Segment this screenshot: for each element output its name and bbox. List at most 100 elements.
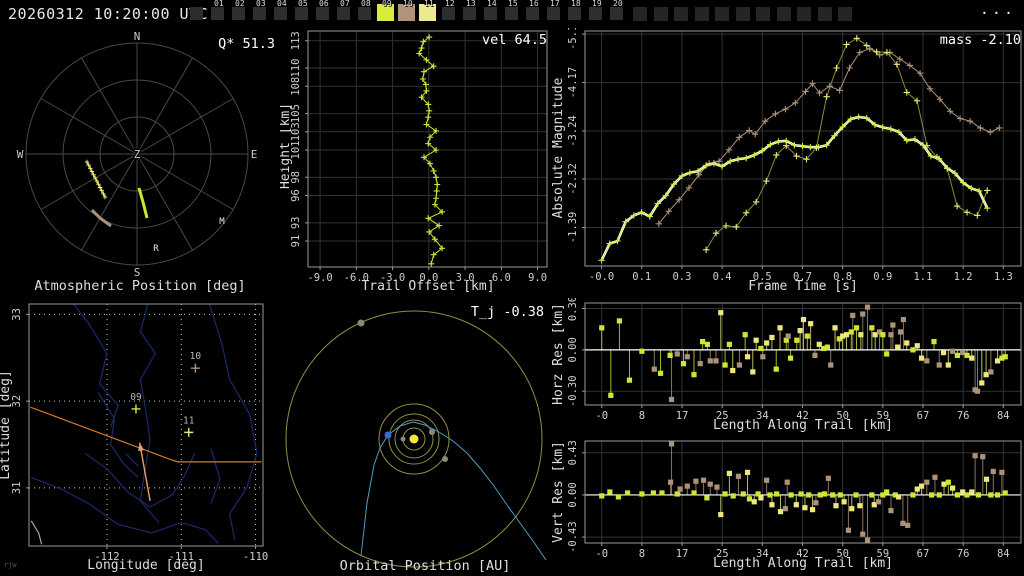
ground-map-panel: 091011-112-111-110313233Longitude [deg]L…	[0, 298, 280, 576]
svg-text:-0: -0	[595, 548, 608, 560]
frame-indicator-12[interactable]	[442, 7, 455, 20]
svg-text:113: 113	[290, 31, 302, 50]
svg-text:-0.30: -0.30	[567, 375, 579, 407]
svg-text:10: 10	[190, 351, 202, 362]
svg-text:Vert Res [km]: Vert Res [km]	[551, 441, 566, 543]
frame-indicator-label: 09	[382, 0, 392, 8]
svg-text:9.0: 9.0	[528, 272, 547, 284]
height-profile-panel: -9.0-6.0-3.00.03.06.09.09193969810110310…	[280, 28, 570, 298]
frame-indicator-07[interactable]	[337, 7, 350, 20]
svg-text:33: 33	[11, 308, 23, 321]
frame-indicator-19[interactable]	[589, 7, 602, 20]
svg-text:96: 96	[290, 189, 302, 202]
svg-text:Length Along Trail [km]: Length Along Trail [km]	[713, 418, 893, 433]
frame-indicator-label: 12	[445, 0, 455, 8]
frame-indicator-blank[interactable]	[674, 7, 688, 21]
orbital-position-title: Orbital Position [AU]	[340, 558, 511, 574]
frame-indicator-06[interactable]	[316, 7, 329, 20]
frame-indicator-18[interactable]	[568, 7, 581, 20]
frame-indicator-label: 15	[508, 0, 518, 8]
svg-text:108: 108	[290, 77, 302, 96]
frame-indicator-blank[interactable]	[756, 7, 770, 21]
frame-indicator-blank[interactable]	[715, 7, 729, 21]
body-venus	[429, 429, 435, 435]
svg-text:93: 93	[290, 217, 302, 230]
frame-indicator-03[interactable]	[253, 7, 266, 20]
body-sun	[410, 435, 419, 444]
atmospheric-position-panel: NESWZMRQ* 51.3Atmospheric Position [deg]	[0, 28, 280, 298]
frame-indicator-blank[interactable]	[695, 7, 709, 21]
atmospheric-position-title: Atmospheric Position [deg]	[34, 278, 245, 294]
frame-indicator-blank[interactable]	[190, 7, 203, 20]
frame-indicator-label: 16	[529, 0, 539, 8]
frame-indicator-08[interactable]	[358, 7, 371, 20]
svg-text:0.30: 0.30	[567, 298, 579, 321]
height-profile-annotation: vel 64.5	[482, 32, 547, 48]
body-mars	[442, 456, 448, 462]
svg-text:0.9: 0.9	[873, 271, 892, 283]
frame-indicator-blank[interactable]	[633, 7, 647, 21]
svg-text:-1.39: -1.39	[567, 212, 579, 244]
frame-indicator-blank[interactable]	[736, 7, 750, 21]
svg-text:110: 110	[290, 59, 302, 78]
svg-text:M: M	[219, 217, 225, 227]
frame-indicator-02[interactable]	[232, 7, 245, 20]
frame-indicator-label: 02	[235, 0, 245, 8]
absolute-magnitude-panel: -0.00.10.30.40.50.70.80.91.11.21.3-5.10-…	[550, 28, 1024, 298]
frame-indicator-16[interactable]	[526, 7, 539, 20]
watermark: rjw	[4, 561, 17, 569]
frame-indicator-01[interactable]	[211, 7, 224, 20]
svg-text:R: R	[153, 244, 159, 254]
svg-text:6.0: 6.0	[492, 272, 511, 284]
svg-text:0.43: 0.43	[567, 440, 579, 465]
svg-text:17: 17	[676, 548, 689, 560]
frame-indicator-13[interactable]	[463, 7, 476, 20]
frame-indicator-blank[interactable]	[838, 7, 852, 21]
svg-text:84: 84	[997, 548, 1010, 560]
svg-text:11: 11	[183, 415, 195, 426]
body-earth	[385, 432, 392, 439]
overflow-menu[interactable]: ...	[980, 0, 1016, 18]
frame-indicator-label: 14	[487, 0, 497, 8]
frame-indicator-17[interactable]	[547, 7, 560, 20]
svg-text:Length Along Trail [km]: Length Along Trail [km]	[713, 556, 893, 571]
horizontal-residuals-panel: -081725344250596776840.300.00-0.30Length…	[550, 298, 1024, 438]
svg-text:-110: -110	[243, 551, 268, 563]
compass-W: W	[17, 148, 24, 161]
svg-text:0.1: 0.1	[632, 271, 651, 283]
svg-text:1.2: 1.2	[954, 271, 973, 283]
orbital-position-panel: T_j -0.38Orbital Position [AU]	[280, 298, 570, 576]
frame-indicator-label: 18	[571, 0, 581, 8]
svg-text:-0: -0	[595, 410, 608, 422]
frame-indicator-label: 17	[550, 0, 560, 8]
svg-text:84: 84	[997, 410, 1010, 422]
frame-indicator-05[interactable]	[295, 7, 308, 20]
frame-indicator-label: 13	[466, 0, 476, 8]
frame-indicator-label: 07	[340, 0, 350, 8]
svg-text:Trail Offset [km]: Trail Offset [km]	[361, 279, 494, 294]
frame-indicator-blank[interactable]	[818, 7, 832, 21]
svg-text:67: 67	[917, 548, 930, 560]
frame-indicator-label: 10	[403, 0, 413, 8]
frame-indicator-label: 01	[214, 0, 224, 8]
svg-text:0.00: 0.00	[567, 482, 579, 507]
frame-indicator-label: 04	[277, 0, 287, 8]
svg-text:-4.17: -4.17	[567, 67, 579, 99]
svg-text:8: 8	[639, 410, 645, 422]
svg-text:0.00: 0.00	[567, 337, 579, 362]
frame-indicator-blank[interactable]	[654, 7, 668, 21]
frame-indicator-20[interactable]	[610, 7, 623, 20]
frame-indicator-04[interactable]	[274, 7, 287, 20]
body-jupiter	[358, 320, 365, 327]
svg-text:09: 09	[130, 392, 142, 403]
svg-text:1.3: 1.3	[994, 271, 1013, 283]
frame-indicator-blank[interactable]	[797, 7, 811, 21]
svg-text:-0.43: -0.43	[567, 521, 579, 553]
frame-indicator-blank[interactable]	[777, 7, 791, 21]
frame-indicator-15[interactable]	[505, 7, 518, 20]
frame-indicator-14[interactable]	[484, 7, 497, 20]
svg-text:Frame Time [s]: Frame Time [s]	[748, 279, 858, 294]
frame-indicator-label: 03	[256, 0, 266, 8]
svg-text:76: 76	[957, 410, 970, 422]
svg-text:31: 31	[11, 482, 23, 495]
